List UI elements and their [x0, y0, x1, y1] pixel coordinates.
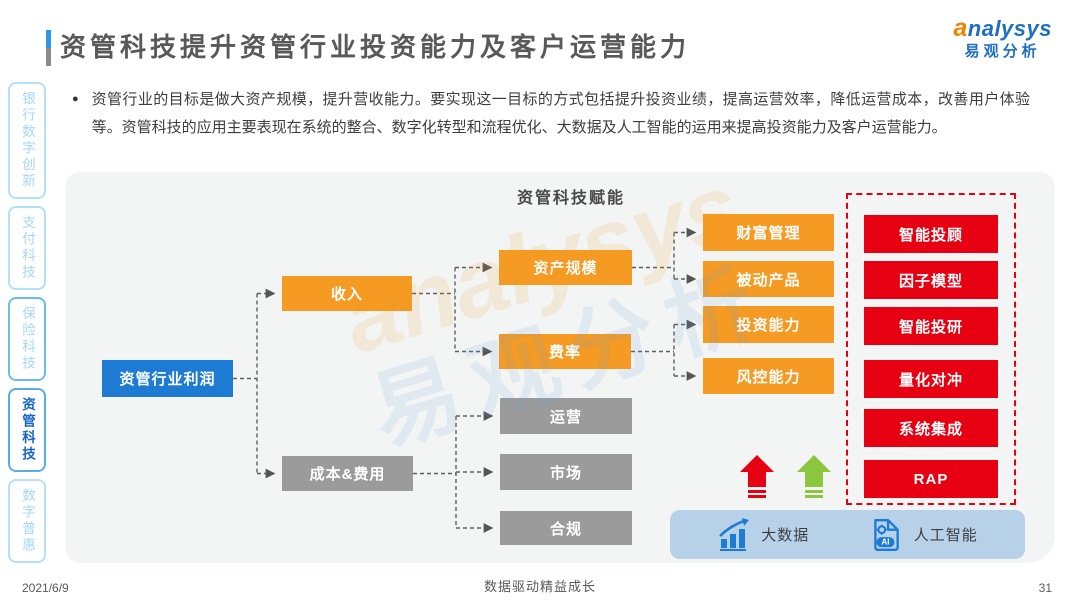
enabler-label: 大数据: [761, 527, 810, 544]
tech-item-factor-model: 因子模型: [864, 261, 998, 299]
tech-box-group: 智能投顾 因子模型 智能投研 量化对冲 系统集成 RAP: [846, 193, 1016, 505]
node-passive-products: 被动产品: [703, 261, 834, 297]
title-accent-bar: [46, 30, 51, 66]
tech-item-rap: RAP: [864, 460, 998, 498]
analysys-logo: analysys 易观分析: [953, 14, 1052, 60]
node-fee-rate: 费率: [499, 334, 631, 369]
diagram-panel: 资管科技赋能 资管行业利润 收入 成本&费用: [65, 153, 1055, 563]
node-industry-profit: 资管行业利润: [102, 360, 233, 397]
logo-a-swirl-icon: a: [953, 14, 968, 42]
node-asset-scale: 资产规模: [499, 250, 632, 285]
up-arrow-green-icon: [797, 455, 831, 498]
sidebar-item-insurance-tech[interactable]: 保险科技: [8, 297, 46, 381]
connector-lines: [233, 227, 697, 533]
footer-slogan: 数据驱动精益成长: [483, 579, 596, 594]
node-investment-ability: 投资能力: [703, 306, 834, 343]
svg-text:AI: AI: [881, 537, 889, 546]
ai-icon: AI: [873, 518, 899, 551]
footer-page-number: 31: [1038, 581, 1052, 595]
sidebar-item-asset-mgmt-tech[interactable]: 资管科技: [8, 388, 46, 472]
sidebar-item-digital-inclusion[interactable]: 数字普惠: [8, 479, 46, 563]
node-cost-expense: 成本&费用: [282, 456, 413, 491]
tech-item-quant-hedging: 量化对冲: [864, 360, 998, 398]
node-compliance: 合规: [500, 511, 632, 545]
tech-item-smart-research: 智能投研: [864, 307, 998, 345]
enabler-big-data: 大数据: [717, 517, 810, 552]
bullet-marker: ●: [72, 93, 79, 105]
sidebar-item-banking-digital-innovation[interactable]: 银行数字创新: [8, 82, 46, 199]
logo-wordmark: analysys: [953, 14, 1052, 42]
logo-chinese-name: 易观分析: [964, 42, 1041, 60]
node-market: 市场: [500, 454, 632, 490]
bar-chart-icon: [719, 517, 750, 551]
up-arrow-red-icon: [740, 455, 774, 498]
intro-paragraph: ● 资管行业的目标是做大资产规模，提升营收能力。要实现这一目标的方式包括提升投资…: [72, 86, 1030, 142]
node-operations: 运营: [500, 398, 632, 434]
tech-item-system-integration: 系统集成: [864, 409, 998, 447]
enabler-label: 人工智能: [913, 527, 978, 544]
node-wealth-management: 财富管理: [703, 214, 834, 251]
footer-date: 2021/6/9: [22, 581, 69, 595]
tech-item-robo-advisor: 智能投顾: [864, 215, 998, 253]
intro-text: 资管行业的目标是做大资产规模，提升营收能力。要实现这一目标的方式包括提升投资业绩…: [91, 91, 1030, 137]
sidebar-item-payment-tech[interactable]: 支付科技: [8, 206, 46, 290]
enabler-bar: 大数据 AI 人工智能: [670, 510, 1025, 559]
diagram-title: 资管科技赋能: [516, 190, 625, 207]
enabler-ai: AI 人工智能: [868, 517, 978, 553]
page-title: 资管科技提升资管行业投资能力及客户运营能力: [60, 32, 691, 62]
sidebar: 银行数字创新 支付科技 保险科技 资管科技 数字普惠: [8, 82, 46, 563]
node-risk-control: 风控能力: [703, 358, 834, 394]
node-income: 收入: [282, 276, 412, 311]
